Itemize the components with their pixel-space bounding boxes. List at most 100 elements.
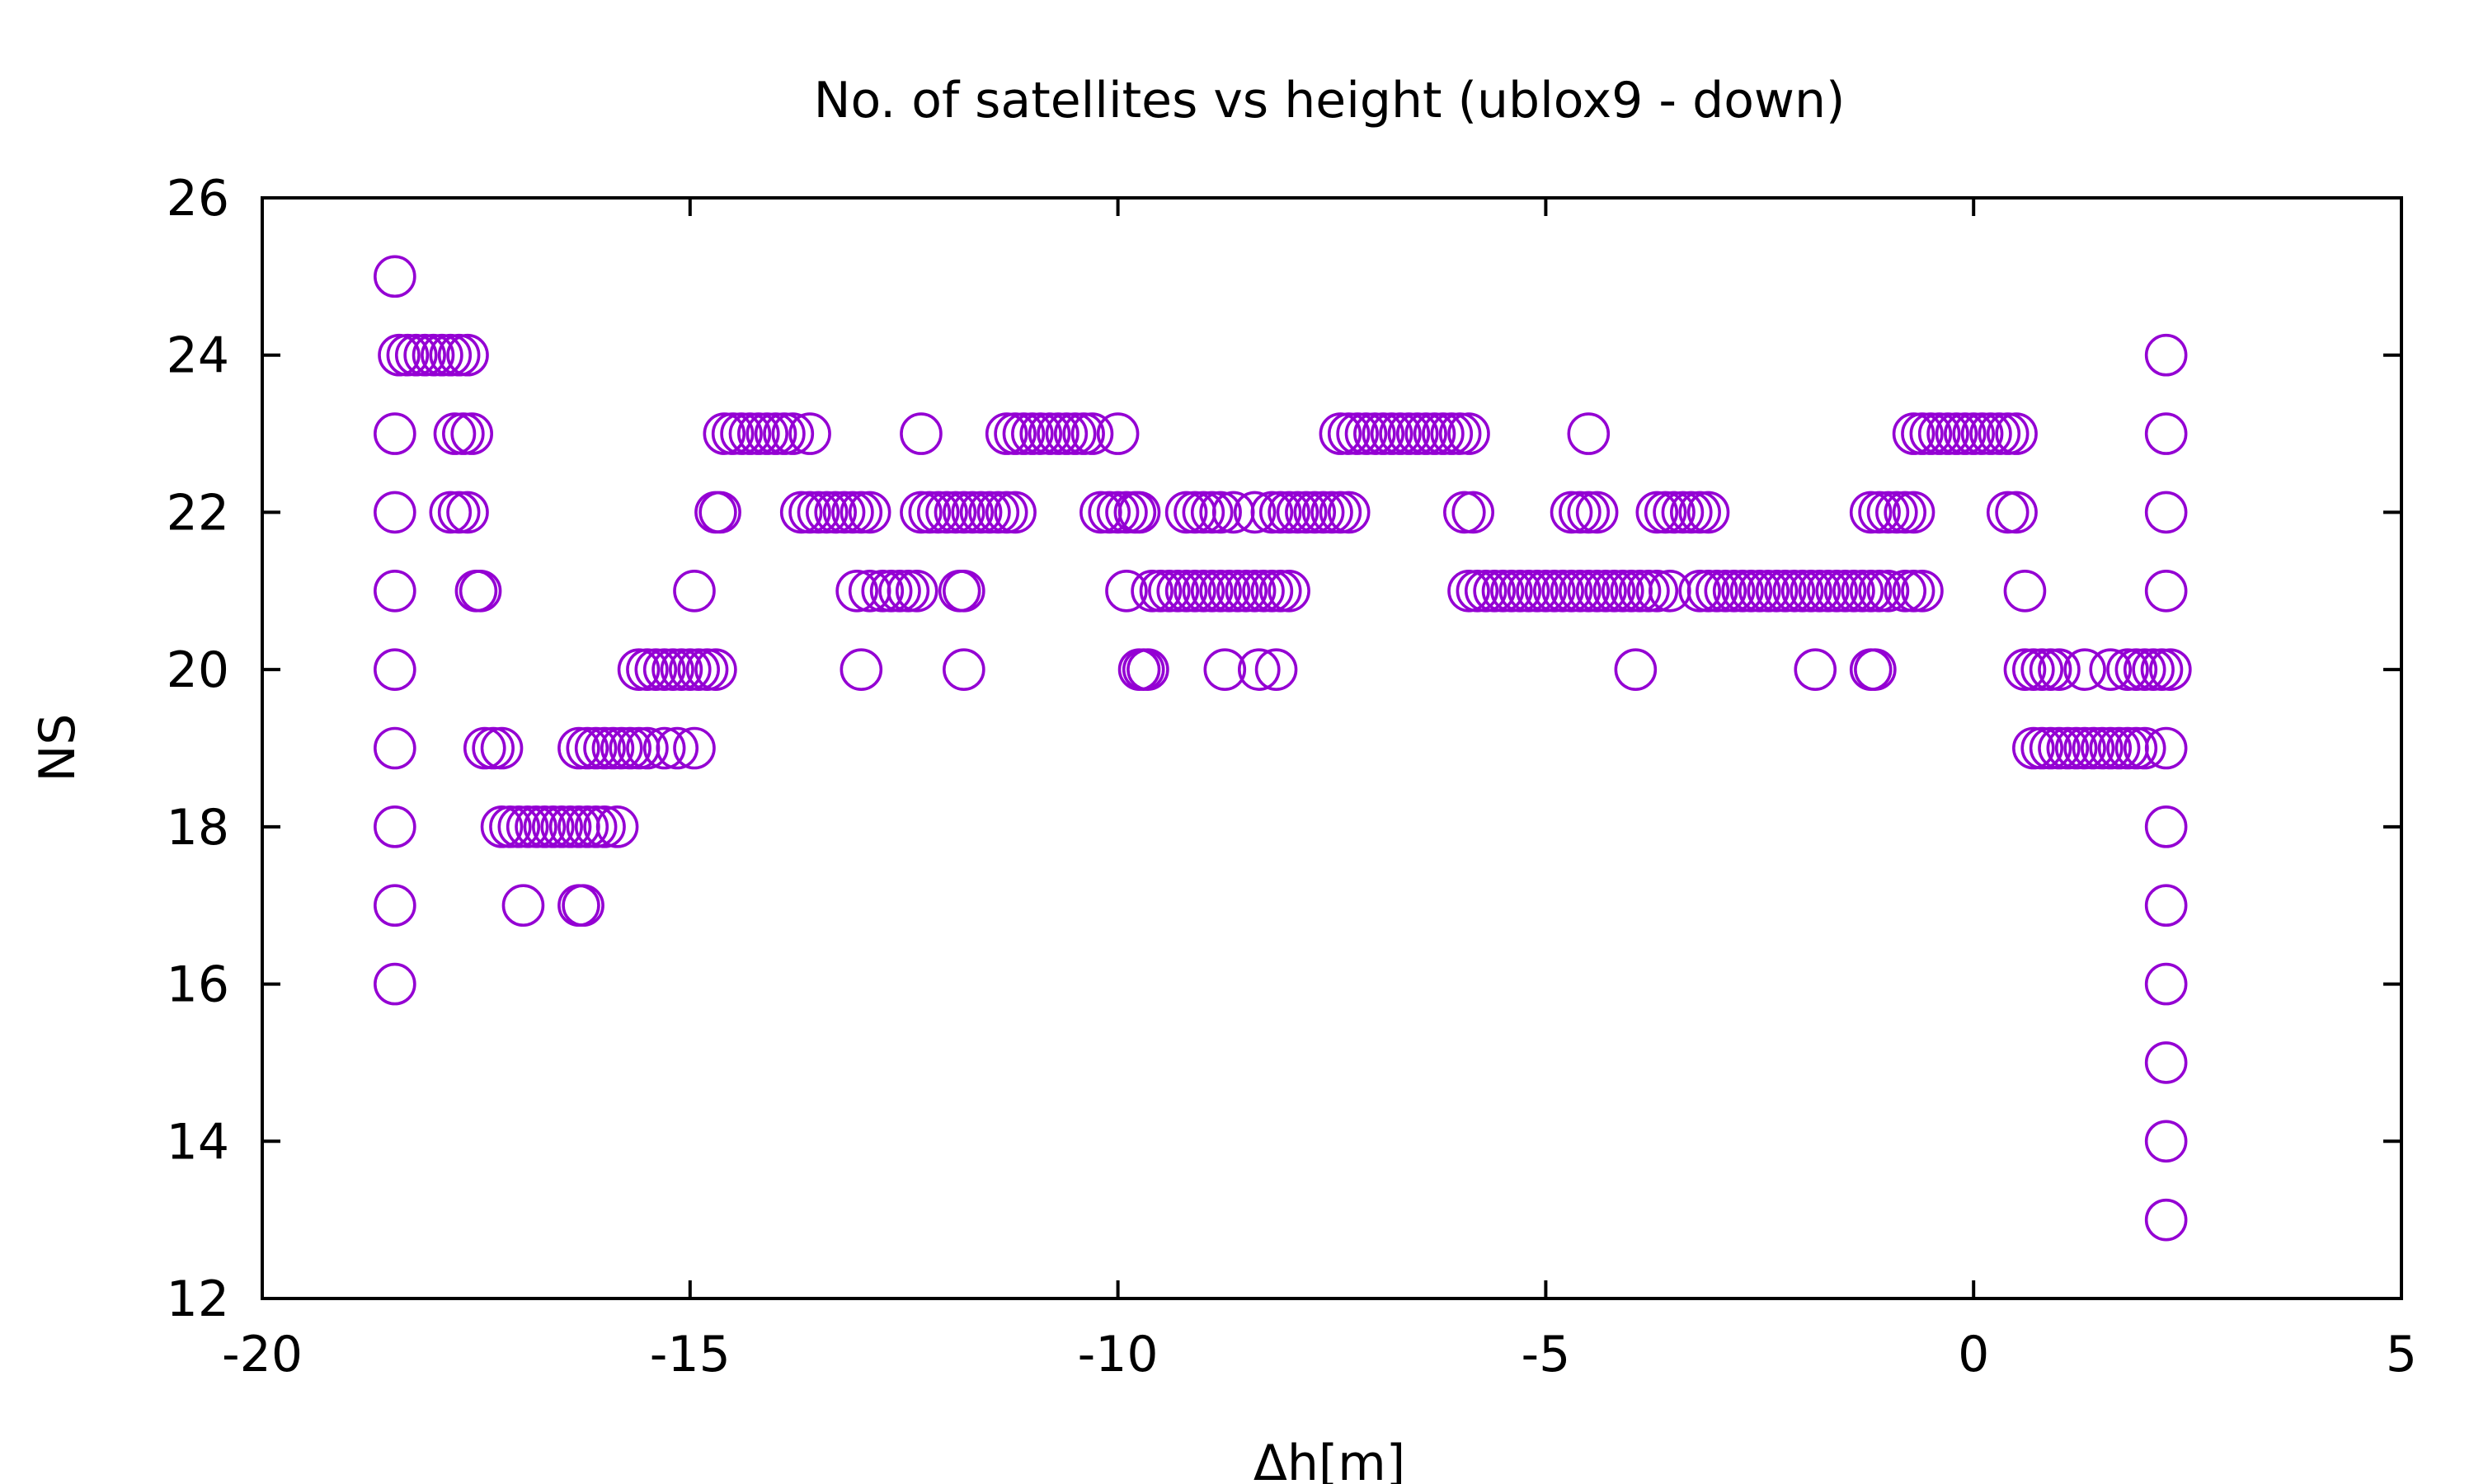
data-point: [831, 491, 874, 534]
data-point: [1729, 569, 1773, 613]
data-point: [1866, 491, 1910, 534]
data-point: [2020, 648, 2064, 691]
data-point: [1293, 491, 1337, 534]
data-point: [1473, 569, 1516, 613]
data-point: [548, 805, 592, 848]
data-point: [2106, 648, 2149, 691]
data-point: [1635, 569, 1679, 613]
data-point: [1986, 412, 2030, 455]
data-point: [1790, 569, 1832, 613]
data-point: [677, 648, 720, 691]
data-point: [943, 648, 985, 691]
data-point: [2054, 726, 2098, 770]
data-point: [1575, 491, 1619, 534]
data-point: [908, 491, 952, 534]
data-point: [1815, 569, 1858, 613]
data-point: [1070, 412, 1114, 455]
data-point: [1096, 491, 1140, 534]
data-point: [1575, 569, 1619, 613]
data-point: [2144, 805, 2188, 848]
data-point: [1807, 569, 1850, 613]
x-tick-label: 5: [2386, 1326, 2417, 1383]
data-point: [1498, 569, 1542, 613]
data-point: [617, 648, 661, 691]
data-point: [374, 726, 416, 770]
data-point: [1096, 412, 1140, 455]
data-point: [711, 412, 755, 455]
data-point: [1935, 412, 1978, 455]
data-point: [1395, 412, 1439, 455]
data-point: [1174, 491, 1216, 534]
data-point: [1917, 412, 1961, 455]
data-point: [861, 569, 905, 613]
data-point: [1532, 569, 1576, 613]
data-point: [1567, 491, 1611, 534]
data-point: [480, 805, 524, 848]
data-point: [489, 805, 532, 848]
data-point: [1678, 569, 1721, 613]
data-point: [848, 491, 891, 534]
data-point: [1960, 412, 2004, 455]
data-point: [916, 491, 960, 534]
y-tick-labels: 12 14 16 18 20 22 24 26: [167, 170, 229, 1328]
data-point: [788, 412, 831, 455]
data-point: [1276, 491, 1319, 534]
data-point: [1841, 569, 1884, 613]
data-point: [1062, 412, 1105, 455]
data-point: [1451, 491, 1495, 534]
data-point: [1567, 412, 1611, 455]
data-point: [943, 569, 985, 613]
data-point: [2144, 569, 2188, 613]
data-point: [1387, 412, 1431, 455]
data-point: [1516, 569, 1559, 613]
data-point: [2123, 648, 2166, 691]
data-point: [720, 412, 763, 455]
data-point: [814, 491, 857, 534]
data-point: [840, 648, 883, 691]
data-point: [2020, 726, 2064, 770]
data-point: [1995, 491, 2038, 534]
data-point: [985, 491, 1028, 534]
data-point: [703, 412, 746, 455]
data-point: [1131, 569, 1174, 613]
data-point: [925, 491, 968, 534]
data-point: [609, 726, 651, 770]
y-tick-label: 14: [167, 1113, 229, 1171]
data-point: [1969, 412, 2012, 455]
data-point: [1379, 412, 1422, 455]
data-point: [2144, 333, 2188, 377]
data-point: [1601, 569, 1644, 613]
y-tick-label: 24: [167, 327, 229, 385]
y-tick-label: 20: [167, 641, 229, 699]
data-point: [583, 805, 626, 848]
data-point: [1344, 412, 1388, 455]
data-point: [1464, 569, 1507, 613]
data-point: [934, 491, 977, 534]
data-point: [1088, 491, 1131, 534]
data-point: [595, 805, 639, 848]
data-point: [2114, 726, 2158, 770]
data-point: [1764, 569, 1807, 613]
data-point: [1832, 569, 1875, 613]
data-point: [1353, 412, 1396, 455]
data-point: [2003, 648, 2047, 691]
data-point: [1481, 569, 1525, 613]
data-point: [2149, 648, 2192, 691]
data-point: [1310, 491, 1353, 534]
data-point: [2089, 726, 2133, 770]
data-point: [1370, 412, 1413, 455]
data-point: [1627, 569, 1670, 613]
data-point: [900, 491, 943, 534]
data-point: [1404, 412, 1447, 455]
data-point: [878, 569, 921, 613]
data-point: [2012, 726, 2055, 770]
data-point: [1301, 491, 1345, 534]
data-point: [446, 333, 489, 377]
data-point: [557, 726, 600, 770]
data-point: [1875, 491, 1918, 534]
data-point: [374, 491, 416, 534]
data-point: [1618, 569, 1662, 613]
data-point: [562, 884, 604, 928]
data-point: [1550, 569, 1593, 613]
x-tick-label: -15: [650, 1326, 731, 1383]
